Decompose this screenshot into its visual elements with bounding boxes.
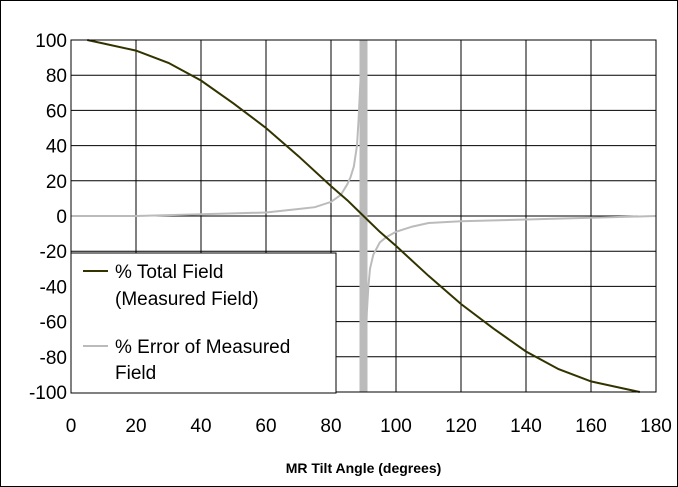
legend-label-error-line2: Field xyxy=(115,363,156,384)
y-tick-label: 80 xyxy=(46,66,67,87)
y-tick-label: -100 xyxy=(29,383,67,404)
x-tick-label: 20 xyxy=(125,416,146,437)
legend-box xyxy=(70,252,337,394)
y-tick-label: -60 xyxy=(40,313,67,334)
plot-border xyxy=(70,39,657,393)
y-tick-label: -80 xyxy=(40,348,67,369)
legend: % Total Field (Measured Field) % Error o… xyxy=(70,252,337,394)
y-tick-label: 60 xyxy=(46,101,67,122)
legend-label-total-field-line1: % Total Field xyxy=(115,262,223,283)
series-layer xyxy=(71,39,657,393)
series-line-total-field xyxy=(87,39,641,393)
legend-label-error-line1: % Error of Measured xyxy=(115,337,290,358)
x-tick-label: 180 xyxy=(640,416,672,437)
x-tick-label: 160 xyxy=(575,416,607,437)
y-tick-label: 0 xyxy=(56,207,67,228)
y-tick-label: 20 xyxy=(46,172,67,193)
y-tick-label: 100 xyxy=(35,31,67,52)
series-line-error-left xyxy=(71,39,364,217)
y-tick-labels: 100 80 60 40 20 0 -20 -40 -60 -80 -100 xyxy=(29,31,67,404)
x-tick-label: 140 xyxy=(510,416,542,437)
y-tick-label: -40 xyxy=(40,277,67,298)
x-tick-labels: 0 20 40 60 80 100 120 140 160 180 xyxy=(66,416,672,437)
x-tick-label: 40 xyxy=(190,416,211,437)
x-tick-label: 100 xyxy=(380,416,412,437)
x-tick-label: 80 xyxy=(320,416,341,437)
legend-label-total-field-line2: (Measured Field) xyxy=(115,289,259,310)
y-tick-label: 40 xyxy=(46,137,67,158)
x-tick-label: 60 xyxy=(255,416,276,437)
x-axis-label: MR Tilt Angle (degrees) xyxy=(286,460,442,476)
y-tick-label: -20 xyxy=(40,242,67,263)
x-tick-label: 0 xyxy=(66,416,77,437)
x-tick-label: 120 xyxy=(445,416,477,437)
